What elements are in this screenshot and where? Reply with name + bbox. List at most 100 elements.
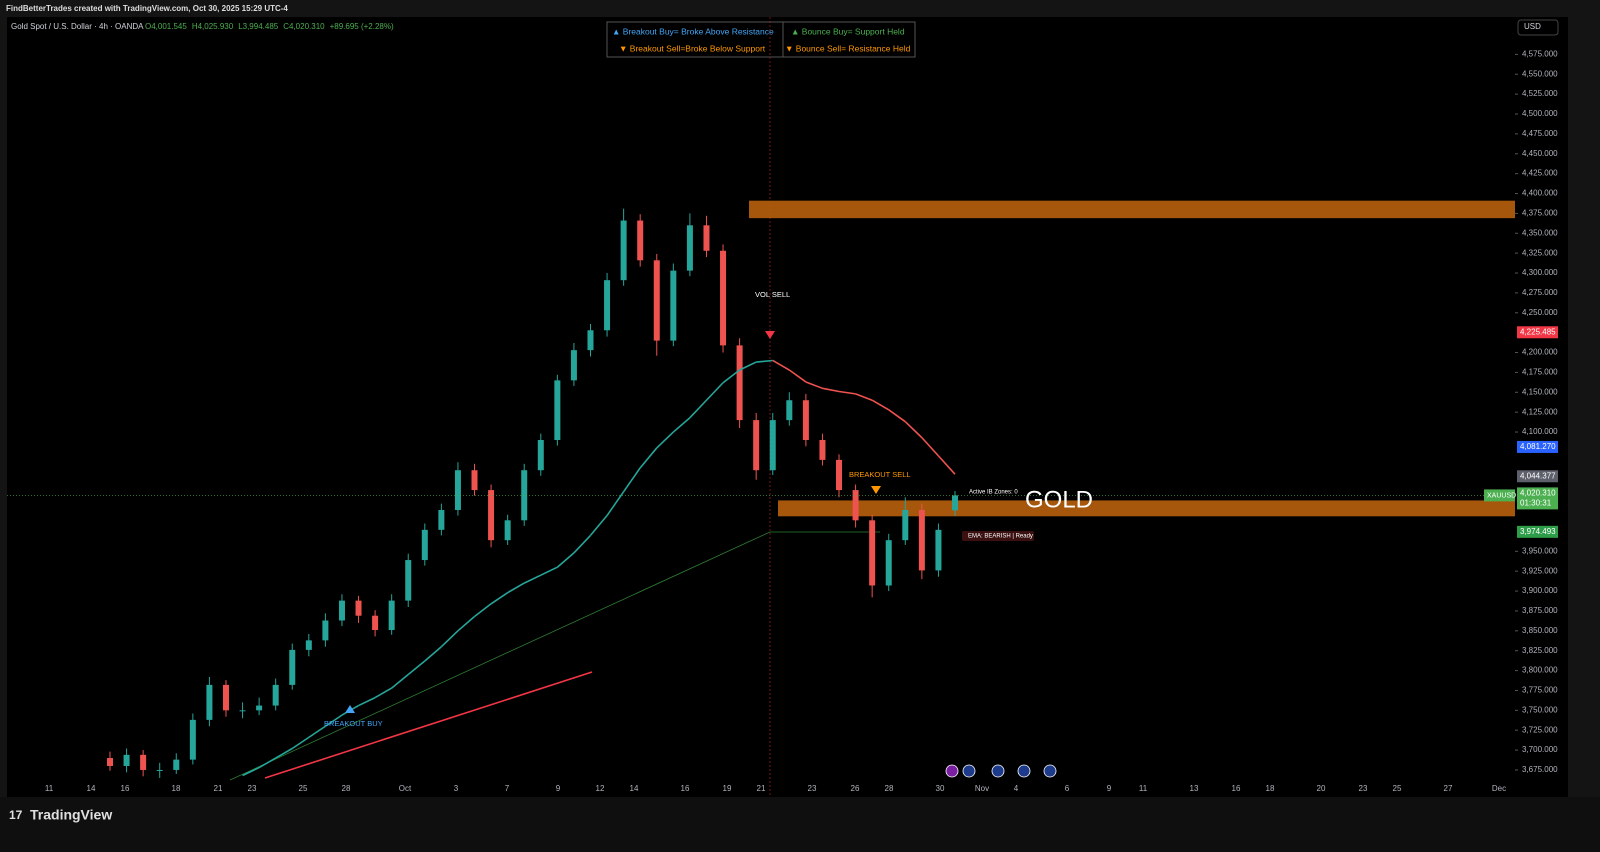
candle-body	[471, 470, 478, 491]
sell-marker	[765, 331, 775, 339]
watermark: FindBetterTrades created with TradingVie…	[6, 4, 288, 13]
x-tick-label: 12	[596, 784, 605, 793]
x-tick-label: 9	[1107, 784, 1112, 793]
ema-segment	[490, 591, 509, 605]
annotation: VOL SELL	[755, 290, 790, 299]
ema-segment	[622, 467, 641, 493]
legend-item: ▲ Bounce Buy= Support Held	[791, 26, 905, 36]
ema-segment	[937, 455, 956, 475]
price-label-box	[1517, 487, 1558, 510]
ema-segment	[888, 409, 906, 423]
y-tick-label: 3,875.000	[1522, 606, 1558, 615]
ema-segment	[722, 369, 741, 384]
event-icon	[991, 764, 1005, 778]
ohlc-value: H4,025.930	[192, 22, 234, 31]
candle-body	[902, 509, 909, 541]
x-tick-label: 14	[87, 784, 96, 793]
x-tick-label: 23	[1359, 784, 1368, 793]
annotation: Active IB Zones: 0	[969, 490, 1018, 496]
y-tick-label: 3,950.000	[1522, 546, 1558, 555]
y-tick-label: 3,775.000	[1522, 686, 1558, 695]
y-tick-label: 3,675.000	[1522, 765, 1558, 774]
x-tick-label: 30	[936, 784, 945, 793]
x-tick-label: 23	[248, 784, 257, 793]
ema-segment	[689, 399, 708, 419]
candle-body	[173, 759, 180, 770]
ema-segment	[258, 757, 277, 769]
annotation: BREAKOUT SELL	[849, 470, 911, 479]
x-tick-label: 19	[723, 784, 732, 793]
y-tick-label: 4,575.000	[1522, 49, 1558, 58]
candle-body	[322, 620, 329, 641]
brand-logo: 17	[9, 808, 23, 822]
y-tick-label: 3,725.000	[1522, 725, 1558, 734]
ema-segment	[855, 393, 873, 401]
legend-item: ▲ Breakout Buy= Broke Above Resistance	[612, 26, 774, 36]
x-tick-label: 9	[556, 784, 561, 793]
status-box	[962, 531, 1034, 541]
ema-segment	[374, 687, 393, 699]
ema-segment	[275, 747, 293, 759]
x-tick-label: 11	[1139, 784, 1148, 793]
price-label: 4,225.485	[1520, 327, 1556, 336]
ema-segment	[324, 714, 343, 727]
candle-body	[869, 520, 876, 586]
candle-body	[537, 439, 544, 471]
x-tick-label: 26	[851, 784, 860, 793]
ema-segment	[739, 361, 757, 371]
candle-body	[736, 345, 743, 421]
trendline	[229, 531, 880, 781]
ema-segment	[606, 491, 625, 516]
x-tick-label: Nov	[975, 784, 989, 793]
zone	[778, 500, 1515, 517]
y-tick-label: 4,100.000	[1522, 427, 1558, 436]
x-tick-label: 18	[172, 784, 181, 793]
y-tick-label: 3,700.000	[1522, 745, 1558, 754]
y-tick-label: 3,800.000	[1522, 666, 1558, 675]
candle-body	[885, 540, 892, 586]
candle-body	[786, 400, 793, 421]
event-icon	[945, 764, 959, 778]
candle-body	[421, 529, 428, 561]
ema-segment	[705, 382, 724, 401]
candle-body	[769, 420, 776, 471]
ema-segment	[822, 387, 840, 393]
watermark-label: GOLD	[1025, 486, 1093, 513]
currency[interactable]: USD	[1524, 22, 1541, 31]
candle-body	[454, 470, 461, 510]
annotation: EMA: BEARISH | Ready	[968, 534, 1033, 540]
x-tick-label: 18	[1266, 784, 1275, 793]
candle-body	[239, 710, 246, 712]
price-label: 3,974.493	[1520, 527, 1556, 536]
y-tick-label: 4,325.000	[1522, 248, 1558, 257]
x-tick-label: 3	[454, 784, 459, 793]
candle-body	[720, 250, 727, 346]
y-tick-label: 4,500.000	[1522, 109, 1558, 118]
candle-body	[918, 509, 925, 571]
candle-body	[206, 684, 213, 720]
event-icon	[962, 764, 976, 778]
sell-marker	[871, 486, 881, 494]
candle-body	[338, 600, 345, 621]
candle-body	[554, 380, 561, 440]
currency-button[interactable]	[1517, 19, 1559, 36]
ema-segment	[921, 437, 940, 457]
x-tick-label: 25	[299, 784, 308, 793]
candle-body	[256, 705, 263, 711]
candle-body	[305, 640, 312, 650]
y-tick-label: 3,925.000	[1522, 566, 1558, 575]
price-label: 4,044.377	[1520, 471, 1556, 480]
ema-segment	[242, 766, 260, 777]
plot-area	[7, 17, 1515, 797]
candle-body	[935, 529, 942, 571]
candle-body	[123, 754, 130, 766]
candle-body	[952, 495, 958, 511]
y-tick-label: 4,125.000	[1522, 407, 1558, 416]
candle-body	[272, 684, 279, 706]
candle-body	[504, 520, 511, 541]
y-tick-label: 4,350.000	[1522, 228, 1558, 237]
candle-body	[587, 330, 594, 351]
y-tick-label: 4,200.000	[1522, 348, 1558, 357]
